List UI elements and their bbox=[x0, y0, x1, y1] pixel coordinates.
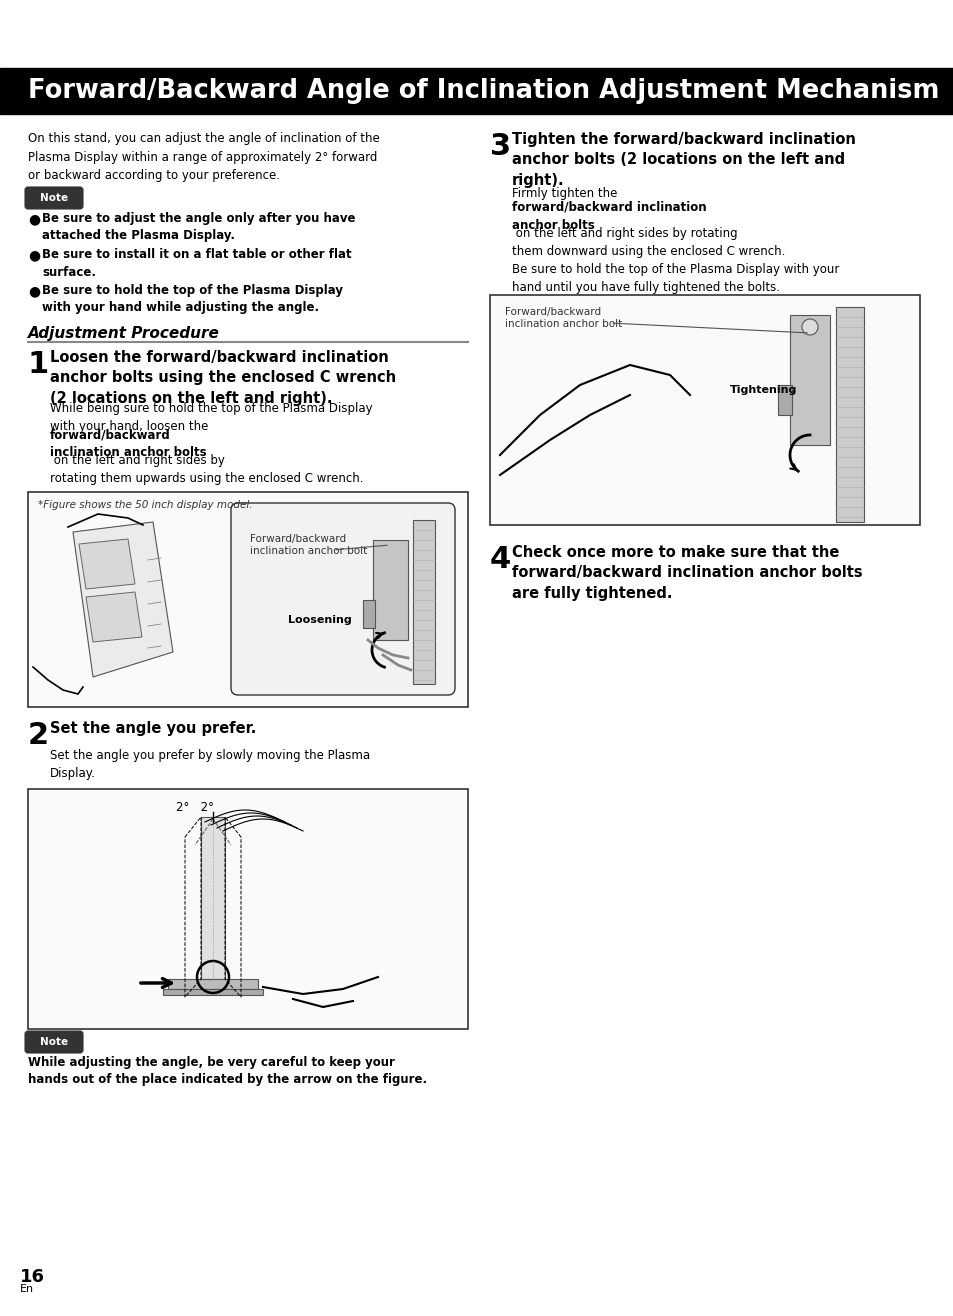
Circle shape bbox=[801, 318, 817, 336]
Text: on the left and right sides by
rotating them upwards using the enclosed C wrench: on the left and right sides by rotating … bbox=[50, 454, 363, 486]
Text: Forward/backward
inclination anchor bolt: Forward/backward inclination anchor bolt bbox=[250, 534, 367, 555]
Text: Adjustment Procedure: Adjustment Procedure bbox=[28, 326, 219, 341]
Bar bbox=[789, 315, 829, 445]
Text: 1: 1 bbox=[28, 350, 50, 379]
Bar bbox=[778, 386, 791, 415]
Text: Note: Note bbox=[40, 193, 68, 203]
Polygon shape bbox=[86, 592, 142, 642]
Text: forward/backward inclination
anchor bolts: forward/backward inclination anchor bolt… bbox=[512, 201, 706, 232]
Text: While adjusting the angle, be very careful to keep your
hands out of the place i: While adjusting the angle, be very caref… bbox=[28, 1055, 427, 1087]
Text: Check once more to make sure that the
forward/backward inclination anchor bolts
: Check once more to make sure that the fo… bbox=[512, 545, 862, 601]
Text: On this stand, you can adjust the angle of inclination of the
Plasma Display wit: On this stand, you can adjust the angle … bbox=[28, 132, 379, 182]
Text: Be sure to hold the top of the Plasma Display
with your hand while adjusting the: Be sure to hold the top of the Plasma Di… bbox=[42, 284, 343, 315]
FancyBboxPatch shape bbox=[231, 503, 455, 695]
Text: on the left and right sides by rotating
them downward using the enclosed C wrenc: on the left and right sides by rotating … bbox=[512, 226, 839, 293]
Text: Loosen the forward/backward inclination
anchor bolts using the enclosed C wrench: Loosen the forward/backward inclination … bbox=[50, 350, 395, 405]
Text: 2°   2°: 2° 2° bbox=[175, 801, 213, 815]
Text: ●: ● bbox=[28, 212, 40, 226]
Text: Forward/Backward Angle of Inclination Adjustment Mechanism: Forward/Backward Angle of Inclination Ad… bbox=[28, 78, 939, 104]
Text: Be sure to install it on a flat table or other flat
surface.: Be sure to install it on a flat table or… bbox=[42, 247, 352, 279]
Text: Be sure to adjust the angle only after you have
attached the Plasma Display.: Be sure to adjust the angle only after y… bbox=[42, 212, 355, 242]
Text: 3: 3 bbox=[490, 132, 511, 161]
Text: While being sure to hold the top of the Plasma Display
with your hand, loosen th: While being sure to hold the top of the … bbox=[50, 401, 373, 433]
Text: ●: ● bbox=[28, 284, 40, 297]
Bar bbox=[373, 540, 408, 640]
Polygon shape bbox=[73, 522, 172, 676]
Text: Tighten the forward/backward inclination
anchor bolts (2 locations on the left a: Tighten the forward/backward inclination… bbox=[512, 132, 855, 188]
Text: 16: 16 bbox=[20, 1269, 45, 1286]
Text: *Figure shows the 50 inch display model.: *Figure shows the 50 inch display model. bbox=[38, 500, 253, 511]
FancyBboxPatch shape bbox=[25, 1030, 83, 1053]
Text: Note: Note bbox=[40, 1037, 68, 1048]
Text: En: En bbox=[20, 1284, 34, 1294]
Text: ●: ● bbox=[28, 247, 40, 262]
Bar bbox=[28, 492, 468, 707]
Text: Loosening: Loosening bbox=[288, 615, 352, 625]
Bar bbox=[835, 307, 863, 522]
Text: forward/backward
inclination anchor bolts: forward/backward inclination anchor bolt… bbox=[50, 428, 207, 459]
Bar bbox=[0, 68, 953, 114]
Bar bbox=[168, 979, 257, 990]
Bar bbox=[201, 817, 225, 979]
Text: 2: 2 bbox=[28, 721, 49, 750]
Text: Forward/backward
inclination anchor bolt: Forward/backward inclination anchor bolt bbox=[504, 307, 621, 329]
Bar bbox=[28, 790, 468, 1029]
Text: 4: 4 bbox=[490, 545, 511, 574]
Polygon shape bbox=[79, 540, 135, 590]
Text: Firmly tighten the: Firmly tighten the bbox=[512, 187, 620, 200]
Bar bbox=[490, 295, 919, 525]
Bar bbox=[413, 520, 435, 684]
Bar bbox=[363, 600, 375, 628]
Bar bbox=[163, 990, 263, 995]
Text: Set the angle you prefer by slowly moving the Plasma
Display.: Set the angle you prefer by slowly movin… bbox=[50, 749, 370, 780]
Text: Set the angle you prefer.: Set the angle you prefer. bbox=[50, 721, 256, 736]
FancyBboxPatch shape bbox=[25, 187, 83, 209]
Text: Tightening: Tightening bbox=[729, 386, 797, 395]
